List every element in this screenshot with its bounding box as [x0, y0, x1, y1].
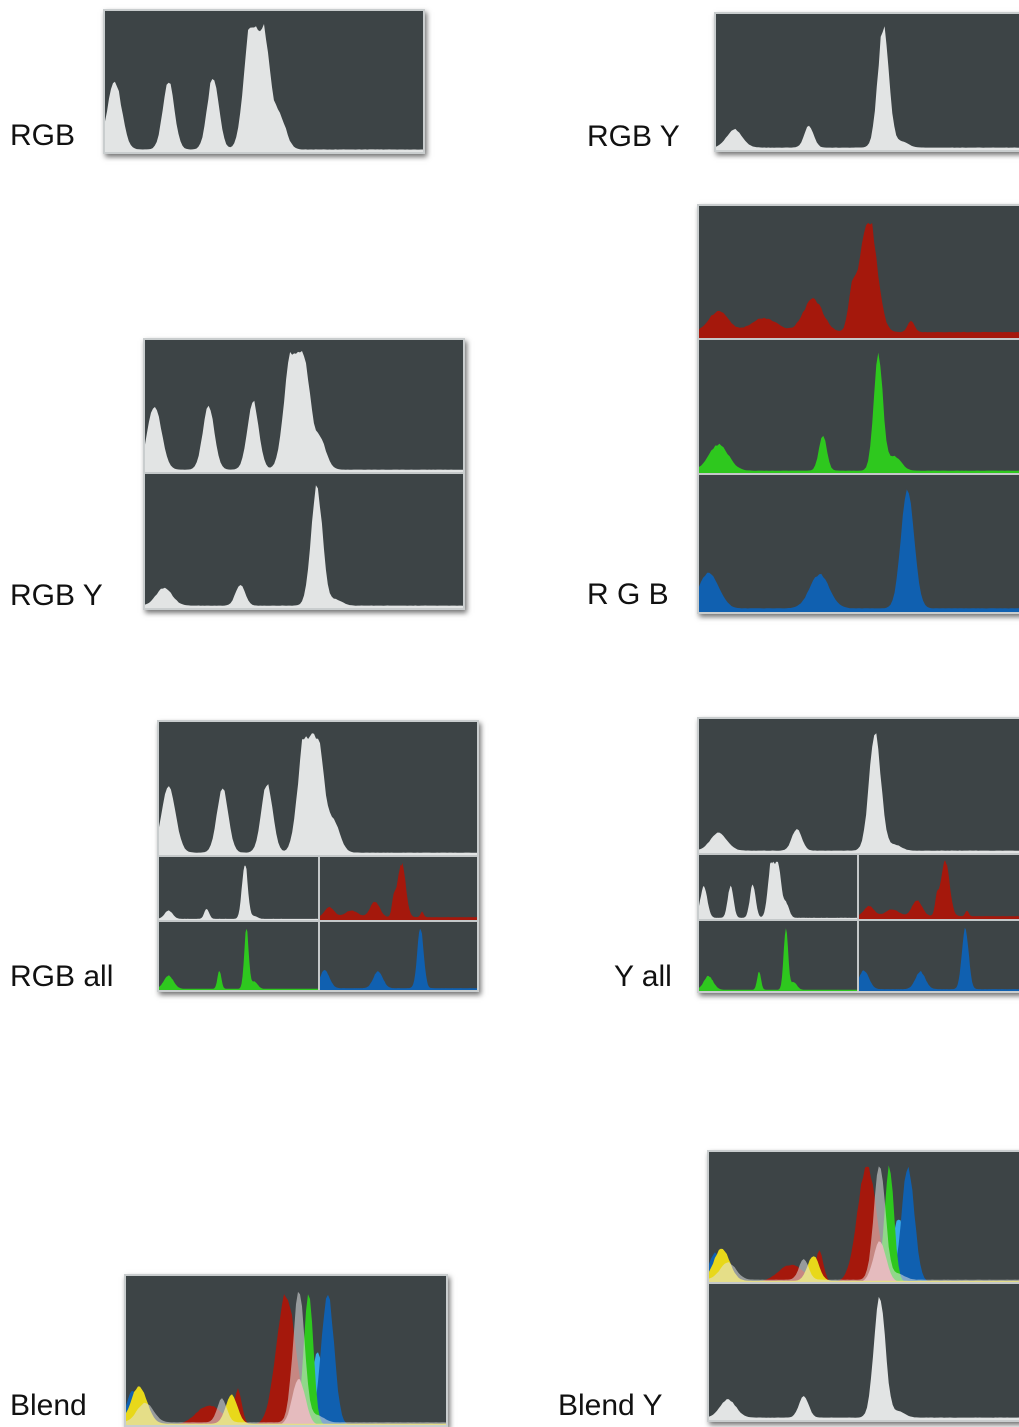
- label-rgb-y: RGB Y: [10, 579, 103, 612]
- histogram-plot: [126, 1291, 446, 1425]
- histogram-plot: [699, 352, 1019, 473]
- red-area: [709, 1166, 1019, 1282]
- label-rgb-all: RGB all: [10, 960, 114, 993]
- rgb-panel-small: [699, 855, 857, 919]
- green-area: [159, 928, 318, 990]
- histogram-rgb-all[interactable]: [157, 720, 479, 992]
- green-panel: [699, 340, 1019, 473]
- red-panel-small: [320, 857, 477, 920]
- y-area: [145, 485, 463, 608]
- label-blend-y: Blend Y: [558, 1389, 663, 1422]
- y-panel-small: [159, 857, 318, 920]
- label-rgb-y-top: RGB Y: [587, 120, 680, 153]
- red-panel-small: [859, 855, 1019, 919]
- histogram-plot: [859, 927, 1019, 991]
- label-blend: Blend: [10, 1389, 87, 1422]
- rgb-panel: [105, 11, 423, 152]
- blue-area: [859, 927, 1019, 991]
- histogram-plot: [320, 863, 477, 920]
- histogram-plot: [709, 1296, 1019, 1420]
- histogram-plot: [859, 860, 1019, 919]
- green-area: [699, 352, 1019, 473]
- histogram-plot: [699, 861, 857, 919]
- panel-divider: [699, 338, 1019, 340]
- rgb-area: [145, 351, 463, 472]
- y-area: [159, 865, 318, 920]
- green-panel-small: [159, 922, 318, 990]
- label-rgb: RGB: [10, 119, 76, 152]
- label-y-all: Y all: [614, 960, 672, 993]
- blend-panel: [709, 1152, 1019, 1282]
- histogram-plot: [159, 865, 318, 920]
- y-panel: [709, 1284, 1019, 1420]
- histogram-plot: [159, 928, 318, 990]
- panel-divider: [699, 473, 1019, 475]
- histogram-plot: [159, 733, 477, 855]
- rgb-area: [105, 24, 423, 152]
- y-area: [709, 1296, 1019, 1420]
- green-area: [699, 928, 857, 991]
- red-area: [859, 860, 1019, 919]
- histogram-plot: [145, 485, 463, 608]
- panel-divider: [699, 853, 1019, 855]
- histogram-r-g-b[interactable]: [697, 204, 1019, 614]
- histogram-rgb[interactable]: [103, 9, 425, 154]
- blue-panel-small: [320, 922, 477, 990]
- blend-panel: [126, 1276, 446, 1425]
- panel-divider: [699, 919, 1019, 921]
- red-area: [126, 1294, 446, 1425]
- histogram-plot: [709, 1165, 1019, 1282]
- panel-divider: [709, 1282, 1019, 1284]
- rgb-area: [699, 861, 857, 919]
- histogram-plot: [699, 928, 857, 991]
- histogram-blend-y[interactable]: [707, 1150, 1019, 1422]
- histogram-plot: [699, 733, 1019, 853]
- histogram-blend[interactable]: [124, 1274, 448, 1427]
- rgb-area: [159, 733, 477, 855]
- panel-divider-vertical: [318, 855, 320, 990]
- histogram-rgb-y-top[interactable]: [714, 12, 1019, 152]
- histogram-plot: [145, 351, 463, 472]
- histogram-plot: [699, 222, 1019, 338]
- histogram-plot: [699, 489, 1019, 612]
- histogram-plot: [716, 26, 1019, 150]
- red-area: [320, 863, 477, 920]
- histogram-plot: [320, 928, 477, 990]
- green-panel-small: [699, 921, 857, 991]
- red-area: [699, 222, 1019, 338]
- y-panel: [699, 719, 1019, 853]
- red-panel: [699, 206, 1019, 338]
- rgb-panel: [145, 340, 463, 472]
- histogram-rgb-y[interactable]: [143, 338, 465, 610]
- blue-area: [320, 928, 477, 990]
- y-panel: [145, 474, 463, 608]
- blue-panel: [699, 475, 1019, 612]
- histogram-y-all[interactable]: [697, 717, 1019, 993]
- label-r-g-b: R G B: [587, 578, 669, 611]
- panel-divider-vertical: [857, 853, 859, 991]
- y-panel: [716, 14, 1019, 150]
- blue-area: [699, 489, 1019, 612]
- panel-divider: [145, 472, 463, 474]
- histogram-plot: [105, 24, 423, 152]
- rgb-panel: [159, 722, 477, 855]
- y-area: [716, 26, 1019, 150]
- blue-panel-small: [859, 921, 1019, 991]
- y-area: [699, 733, 1019, 853]
